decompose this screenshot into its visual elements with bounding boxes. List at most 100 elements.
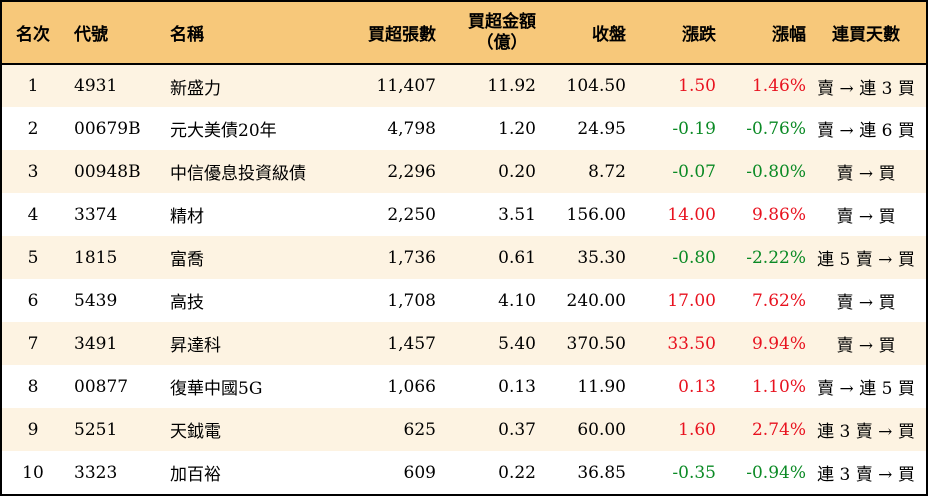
- cell-change-pct: -2.22%: [746, 247, 806, 268]
- header-change-pct: 漲幅: [716, 2, 806, 65]
- table-body: 1 4931 新盛力 11,407 11.92 104.50 1.50 1.46…: [2, 64, 926, 494]
- cell-lots: 2,296: [387, 161, 436, 182]
- cell-rank: 7: [27, 333, 39, 354]
- cell-consecutive-days: 賣 → 買: [836, 164, 896, 184]
- cell-lots: 1,066: [387, 376, 436, 397]
- cell-close: 24.95: [577, 118, 626, 139]
- cell-lots: 625: [403, 419, 436, 440]
- table-row: 6 5439 高技 1,708 4.10 240.00 17.00 7.62% …: [2, 279, 926, 322]
- table-row: 8 00877 復華中國5G 1,066 0.13 11.90 0.13 1.1…: [2, 365, 926, 408]
- cell-change-pct: 1.10%: [751, 376, 806, 397]
- cell-close: 11.90: [577, 376, 626, 397]
- cell-lots: 1,708: [387, 290, 436, 311]
- cell-change: 1.60: [678, 419, 716, 440]
- cell-change: -0.80: [672, 247, 716, 268]
- cell-change: -0.19: [672, 118, 716, 139]
- cell-change: 1.50: [678, 76, 716, 96]
- cell-name: 加百裕: [170, 465, 221, 485]
- header-close: 收盤: [536, 2, 626, 65]
- cell-name: 中信優息投資級債: [170, 164, 306, 184]
- cell-name: 新盛力: [170, 78, 221, 99]
- cell-lots: 1,457: [387, 333, 436, 354]
- cell-rank: 10: [22, 462, 44, 483]
- cell-code: 3491: [74, 333, 118, 354]
- cell-consecutive-days: 賣 → 連 6 買: [817, 121, 915, 141]
- cell-code: 00877: [74, 376, 129, 397]
- cell-code: 5251: [74, 419, 118, 440]
- cell-close: 36.85: [577, 462, 626, 483]
- table-row: 5 1815 富喬 1,736 0.61 35.30 -0.80 -2.22% …: [2, 236, 926, 279]
- cell-change-pct: -0.80%: [746, 161, 806, 182]
- header-rank: 名次: [2, 2, 64, 65]
- cell-rank: 4: [27, 204, 39, 225]
- cell-amount: 11.92: [487, 76, 536, 96]
- cell-name: 精材: [170, 207, 204, 227]
- cell-change-pct: 7.62%: [751, 290, 806, 311]
- cell-lots: 609: [403, 462, 436, 483]
- cell-change-pct: 1.46%: [751, 76, 806, 96]
- cell-rank: 2: [27, 118, 39, 139]
- cell-change-pct: 9.94%: [751, 333, 806, 354]
- cell-name: 高技: [170, 293, 204, 313]
- header-net-buy-amount: 買超金額 （億）: [436, 2, 536, 65]
- cell-change: -0.07: [672, 161, 716, 182]
- cell-consecutive-days: 賣 → 買: [836, 336, 896, 356]
- cell-change: 0.13: [678, 376, 716, 397]
- cell-amount: 0.13: [498, 376, 536, 397]
- cell-close: 104.50: [566, 76, 626, 96]
- table-row: 4 3374 精材 2,250 3.51 156.00 14.00 9.86% …: [2, 193, 926, 236]
- cell-close: 156.00: [566, 204, 626, 225]
- cell-amount: 0.20: [498, 161, 536, 182]
- cell-amount: 0.61: [498, 247, 536, 268]
- table-row: 3 00948B 中信優息投資級債 2,296 0.20 8.72 -0.07 …: [2, 150, 926, 193]
- cell-close: 240.00: [566, 290, 626, 311]
- cell-close: 60.00: [577, 419, 626, 440]
- cell-code: 1815: [74, 247, 118, 268]
- cell-code: 3323: [74, 462, 118, 483]
- cell-name: 富喬: [170, 250, 204, 270]
- table-row: 10 3323 加百裕 609 0.22 36.85 -0.35 -0.94% …: [2, 451, 926, 494]
- table-row: 2 00679B 元大美債20年 4,798 1.20 24.95 -0.19 …: [2, 107, 926, 150]
- cell-amount: 5.40: [498, 333, 536, 354]
- cell-code: 4931: [74, 76, 118, 96]
- cell-lots: 2,250: [387, 204, 436, 225]
- cell-consecutive-days: 賣 → 買: [836, 207, 896, 227]
- cell-consecutive-days: 連 3 賣 → 買: [817, 422, 915, 442]
- header-code: 代號: [64, 2, 164, 65]
- cell-code: 00948B: [74, 161, 141, 182]
- cell-amount: 0.22: [498, 462, 536, 483]
- cell-lots: 4,798: [387, 118, 436, 139]
- cell-name: 昇達科: [170, 336, 221, 356]
- cell-name: 元大美債20年: [170, 121, 277, 141]
- cell-rank: 8: [27, 376, 39, 397]
- table-row: 7 3491 昇達科 1,457 5.40 370.50 33.50 9.94%…: [2, 322, 926, 365]
- cell-code: 3374: [74, 204, 118, 225]
- table-row: 1 4931 新盛力 11,407 11.92 104.50 1.50 1.46…: [2, 64, 926, 107]
- cell-close: 8.72: [588, 161, 626, 182]
- cell-amount: 4.10: [498, 290, 536, 311]
- cell-consecutive-days: 賣 → 連 3 買: [817, 78, 915, 99]
- cell-rank: 6: [27, 290, 39, 311]
- cell-code: 5439: [74, 290, 118, 311]
- table-row: 9 5251 天鉞電 625 0.37 60.00 1.60 2.74% 連 3…: [2, 408, 926, 451]
- cell-change: -0.35: [672, 462, 716, 483]
- cell-change: 33.50: [667, 333, 716, 354]
- cell-close: 35.30: [577, 247, 626, 268]
- header-net-buy-amount-line2: （億）: [476, 32, 528, 53]
- cell-change-pct: -0.76%: [746, 118, 806, 139]
- table-header-row: 名次 代號 名稱 買超張數 買超金額 （億） 收盤 漲跌 漲幅 連買天數: [2, 2, 926, 65]
- cell-rank: 3: [27, 161, 39, 182]
- cell-change-pct: 2.74%: [751, 419, 806, 440]
- header-consecutive-days: 連買天數: [806, 2, 926, 65]
- cell-lots: 11,407: [376, 76, 436, 96]
- cell-consecutive-days: 賣 → 買: [836, 293, 896, 313]
- cell-amount: 0.37: [498, 419, 536, 440]
- cell-rank: 5: [27, 247, 39, 268]
- header-net-buy-lots: 買超張數: [342, 2, 436, 65]
- cell-amount: 3.51: [498, 204, 536, 225]
- cell-amount: 1.20: [498, 118, 536, 139]
- cell-change: 17.00: [667, 290, 716, 311]
- header-net-buy-amount-line1: 買超金額: [468, 11, 536, 32]
- header-name: 名稱: [164, 2, 342, 65]
